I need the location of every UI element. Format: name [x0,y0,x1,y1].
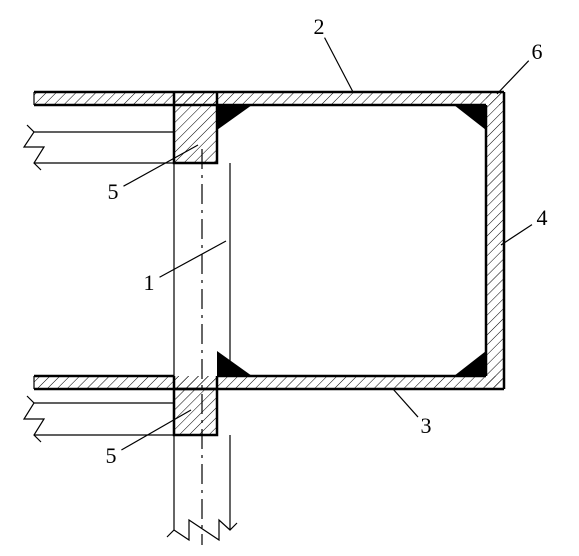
callout-label-5a: 5 [103,179,123,205]
callout-label-3: 3 [416,413,436,439]
fillet-bottom-right [454,351,486,376]
callout-leader-3 [393,389,418,417]
callout-leader-2 [325,38,353,92]
fillet-top-right [454,105,486,130]
callout-leader-6 [497,61,529,94]
fillet-bottom-left [217,351,252,376]
slab-top [34,92,504,105]
break-symbols [24,125,237,540]
block-lower [174,389,217,435]
callout-leader-5a [124,145,198,186]
callout-label-6: 6 [527,39,547,65]
callout-leader-1 [160,241,226,277]
slab-bottom [34,376,504,389]
fillet-top-left [217,105,252,130]
callout-label-5b: 5 [101,443,121,469]
callout-label-1: 1 [139,270,159,296]
callout-label-4: 4 [532,205,552,231]
callout-leader-4 [501,225,532,245]
wall-right [486,92,504,389]
callout-label-2: 2 [309,14,329,40]
